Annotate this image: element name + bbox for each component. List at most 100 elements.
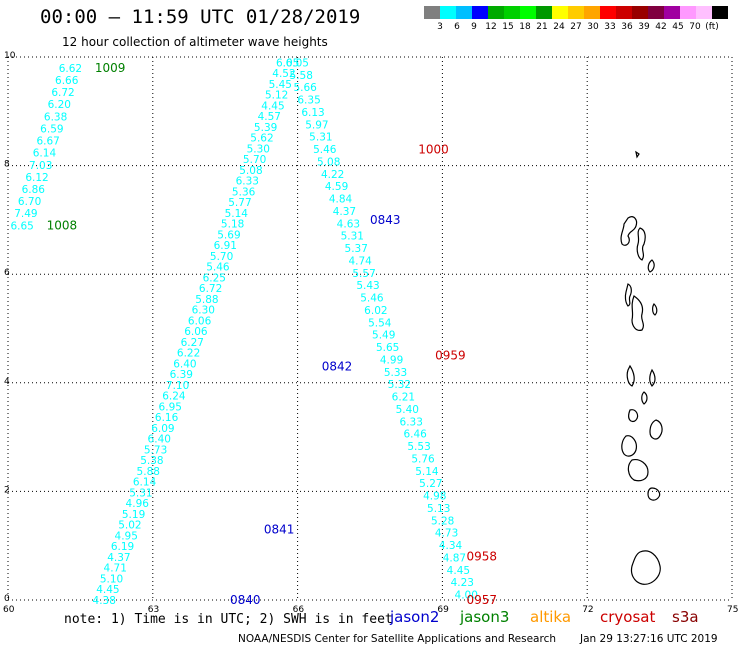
colorbar-label: 36 [621,22,633,32]
wave-height-value: 5.36 [232,186,256,198]
wave-height-value: 5.38 [140,455,163,467]
wave-height-value: 5.88 [195,294,218,306]
wave-height-value: 6.86 [22,184,46,196]
wave-height-value: 4.37 [333,206,356,218]
wave-height-value: 4.00 [455,590,478,602]
wave-height-value: 6.40 [173,358,196,370]
y-tick-label: 0 [4,594,10,604]
wave-height-value: 4.99 [380,354,403,366]
colorbar-swatch [584,6,600,19]
legend-altika: altika [530,608,572,626]
wave-height-value: 7.03 [29,160,52,172]
wave-height-value: 5.53 [407,441,430,453]
wave-height-value: 5.13 [427,503,450,515]
pass-time-label: 1000 [418,142,449,156]
wave-height-value: 5.12 [265,90,288,102]
wave-height-value: 5.77 [228,197,251,209]
island-outline [621,435,637,457]
generated-timestamp: Jan 29 13:27:16 UTC 2019 [580,633,718,645]
wave-height-value: 5.08 [317,156,340,168]
wave-height-value: 6.46 [403,429,427,441]
wave-height-value: 6.72 [199,283,222,295]
wave-height-value: 6.21 [392,392,415,404]
wave-height-value: 6.22 [177,348,200,360]
wave-height-value: 5.58 [290,70,313,82]
colorbar-label: 33 [604,22,616,32]
wave-height-value: 5.14 [225,208,249,220]
wave-height-value: 6.12 [25,172,48,184]
pass-time-label: 0843 [370,213,401,227]
wave-height-value: 6.33 [236,176,259,188]
wave-height-value: 4.38 [93,595,116,607]
wave-height-value: 4.59 [325,181,348,193]
wave-height-value: 5.31 [129,487,152,499]
colorbar-swatch [568,6,584,19]
colorbar-swatch [456,6,472,19]
wave-height-value: 5.73 [144,444,167,456]
wave-height-value: 6.24 [162,391,186,403]
wave-height-value: 5.49 [372,330,395,342]
wave-height-value: 5.27 [419,478,442,490]
wave-height-value: 6.19 [111,541,134,553]
wave-height-value: 5.31 [309,132,332,144]
legend-jason3: jason3 [460,608,510,626]
pass-time-label: 1009 [95,61,126,75]
wave-height-value: 6.05 [286,57,309,69]
wave-height-value: 4.95 [115,530,138,542]
wave-height-value: 6.14 [33,148,57,160]
footer-note: note: 1) Time is in UTC; 2) SWH is in fe… [64,612,393,627]
y-tick-label: 8 [4,160,10,170]
wave-height-value: 5.30 [247,143,270,155]
wave-height-value: 4.37 [107,552,130,564]
wave-height-value: 6.40 [148,434,171,446]
colorbar-label: 27 [570,22,582,32]
colorbar-label: 30 [587,22,599,32]
wave-height-value: 5.70 [243,154,266,166]
wave-height-value: 4.45 [447,565,470,577]
wave-height-value: 4.87 [443,552,466,564]
wave-height-value: 6.06 [188,315,212,327]
colorbar-swatch [472,6,488,19]
wave-height-value: 4.45 [261,100,284,112]
pass-time-label: 0957 [467,593,498,607]
colorbar-swatch [504,6,520,19]
pass-time-label: 0840 [230,593,261,607]
wave-height-value: 6.33 [400,416,423,428]
wave-height-value: 5.40 [396,404,419,416]
pass-time-label: 0841 [264,522,295,536]
wave-height-value: 6.30 [192,305,215,317]
legend-jason2: jason2 [390,608,440,626]
wave-height-value: 5.10 [100,573,123,585]
wave-height-value: 5.37 [345,243,368,255]
wave-height-value: 6.62 [59,63,82,75]
colorbar-swatch [520,6,536,19]
pass-time-labels: 1009 1008 1000 0843 0959 0842 0841 0958 0840 0957 [47,61,497,607]
wave-height-value: 6.70 [18,196,41,208]
wave-height-value: 4.73 [435,528,458,540]
map-grid [7,56,733,601]
wave-height-value: 6.39 [170,369,193,381]
wave-height-value: 7.10 [166,380,189,392]
island-outline [631,295,645,331]
x-tick-label: 63 [148,605,159,615]
wave-height-value: 4.71 [104,563,127,575]
wave-height-value: 6.06 [184,326,208,338]
colorbar-swatch [440,6,456,19]
wave-height-value: 4.63 [337,218,360,230]
pass-time-label: 1008 [47,218,78,232]
colorbar-swatch [424,6,440,19]
colorbar-swatch [680,6,696,19]
island-outline [628,409,639,423]
wave-height-value: 5.70 [210,251,233,263]
island-outline [652,303,658,316]
island-outline [626,364,635,387]
wave-height-value: 6.59 [40,123,63,135]
island-outline [627,459,649,482]
map-subtitle: 12 hour collection of altimeter wave hei… [62,35,328,49]
wave-height-value: 6.09 [151,423,174,435]
colorbar-label: 18 [519,22,531,32]
wave-height-value: 4.96 [126,498,150,510]
wave-height-value: 4.84 [329,194,353,206]
x-tick-label: 69 [437,605,449,615]
wave-height-value: 5.31 [341,231,364,243]
